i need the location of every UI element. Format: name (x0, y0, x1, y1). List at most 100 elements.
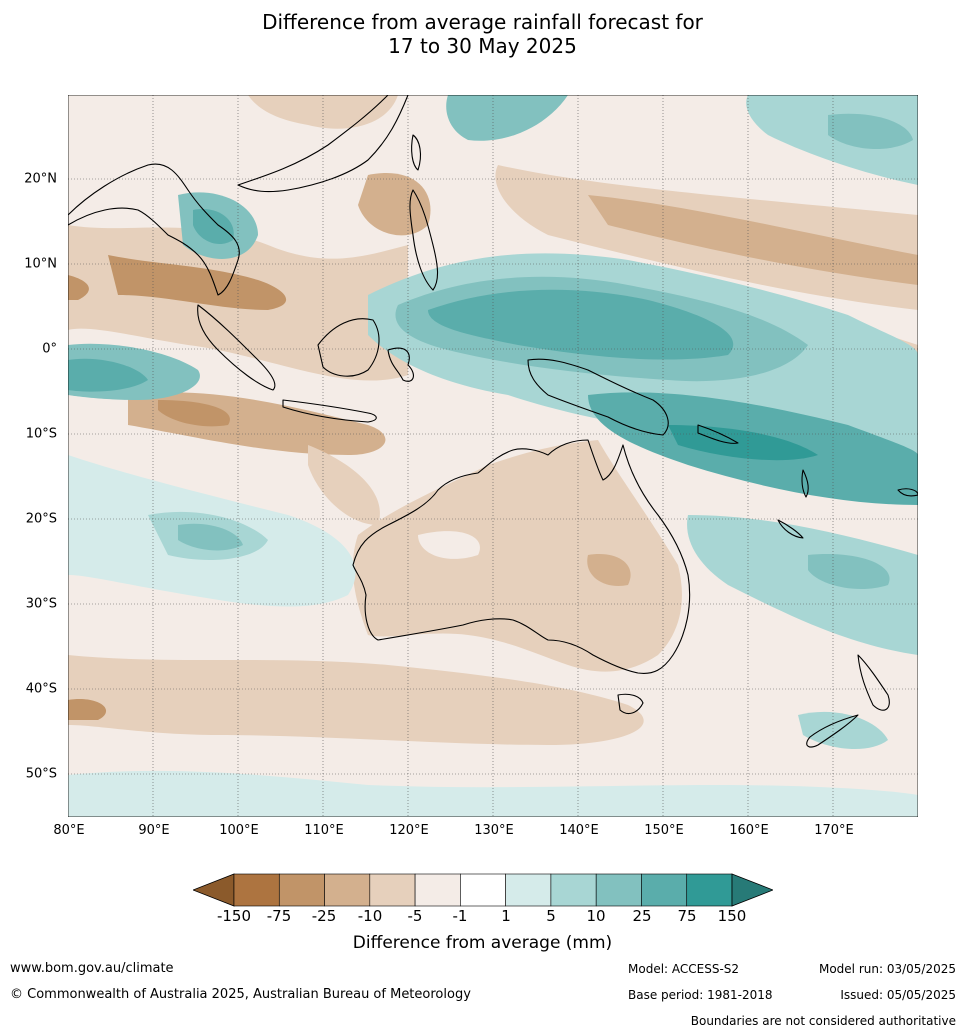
lon-label-100e: 100°E (219, 823, 259, 838)
graticule (68, 95, 918, 817)
dry-region-india-edge (68, 275, 89, 300)
wet-region-northwest-pacific-core (828, 113, 913, 150)
colorbar-tick: -25 (311, 907, 337, 925)
dry-region-south-indian-core (158, 400, 230, 427)
coastline-philippines (409, 189, 439, 291)
coastline-fiji (897, 488, 918, 497)
colorbar (193, 873, 773, 907)
colorbar-tick: 5 (546, 907, 556, 925)
coastline-tasmania (617, 693, 644, 715)
coastlines (68, 95, 918, 748)
lon-label-140e: 140°E (559, 823, 599, 838)
colorbar-cell (460, 873, 506, 907)
model-run-date: Model run: 03/05/2025 (818, 962, 956, 976)
lat-label-10s: 10°S (25, 426, 57, 442)
lon-label-90e: 90°E (138, 823, 170, 838)
colorbar-cell (414, 873, 461, 907)
colorbar-cells (193, 873, 773, 907)
title-line-2: 17 to 30 May 2025 (388, 34, 577, 58)
rainfall-map (68, 95, 918, 817)
wet-region-south-indian-core (178, 523, 243, 551)
wet-region-new-zealand (798, 711, 888, 750)
dry-region-south-china-sea (358, 173, 431, 236)
dry-region-china (248, 95, 398, 129)
colorbar-arrow-high (731, 873, 773, 907)
coastline-sulawesi (387, 347, 414, 382)
colorbar-arrow-low (193, 873, 235, 907)
wet-region-far-south (68, 770, 918, 817)
title-line-1: Difference from average rainfall forecas… (262, 10, 703, 34)
colorbar-cell (686, 873, 733, 907)
lat-label-20n: 20°N (24, 171, 57, 187)
map-svg (68, 95, 918, 817)
colorbar-tick: -75 (266, 907, 292, 925)
lon-label-160e: 160°E (729, 823, 769, 838)
lat-label-10n: 10°N (24, 256, 57, 272)
colorbar-cell (278, 873, 325, 907)
dry-region-australia-east (587, 554, 631, 586)
coastline-sumatra (197, 304, 276, 391)
colorbar-tick: -1 (452, 907, 468, 925)
lat-label-0: 0° (42, 341, 57, 357)
lat-label-50s: 50°S (25, 766, 57, 782)
copyright-text: © Commonwealth of Australia 2025, Austra… (10, 987, 471, 1002)
lon-label-110e: 110°E (304, 823, 344, 838)
colorbar-cell (324, 873, 371, 907)
coastline-china-coast (237, 95, 409, 193)
wet-region-tasman-core (808, 554, 890, 590)
dry-region-north-pacific-core (588, 195, 918, 285)
coastline-java (282, 399, 377, 423)
lon-label-80e: 80°E (53, 823, 85, 838)
colorbar-tick: 75 (677, 907, 697, 925)
model-name: Model: ACCESS-S2 (628, 962, 740, 976)
colorbar-tick: -10 (357, 907, 383, 925)
wet-region-eastern-indian-core (68, 358, 148, 392)
lon-label-130e: 130°E (474, 823, 514, 838)
wet-region-equatorial-core (428, 289, 734, 360)
coastline-new-zealand-south (806, 714, 859, 748)
colorbar-tick: 1 (501, 907, 511, 925)
dry-region-southern-ocean-core (68, 699, 107, 720)
coastline-australia (352, 439, 691, 674)
colorbar-cell (550, 873, 597, 907)
coastline-taiwan (411, 134, 422, 171)
boundaries-disclaimer: Boundaries are not considered authoritat… (690, 1014, 956, 1028)
colorbar-tick: -5 (407, 907, 423, 925)
dry-region-southern-ocean (68, 655, 644, 745)
coastline-new-caledonia (777, 519, 804, 539)
lat-label-40s: 40°S (25, 681, 57, 697)
colorbar-cell (369, 873, 416, 907)
website-link[interactable]: www.bom.gov.au/climate (10, 961, 174, 976)
wet-region-tasman (687, 515, 918, 655)
colorbar-tick: 150 (717, 907, 747, 925)
wet-region-coral-sea-core (668, 425, 818, 461)
colorbar-tick: 10 (586, 907, 606, 925)
lon-label-120e: 120°E (389, 823, 429, 838)
wet-region-indochina-core (193, 209, 234, 245)
lon-label-150e: 150°E (644, 823, 684, 838)
base-period: Base period: 1981-2018 (628, 988, 773, 1002)
colorbar-cell (505, 873, 552, 907)
colorbar-cell (233, 873, 280, 907)
map-title: Difference from average rainfall forecas… (0, 10, 965, 58)
dry-region-wa-offshore (308, 445, 380, 525)
dry-region-core-bengal (108, 255, 287, 310)
colorbar-tick: -150 (216, 907, 252, 925)
colorbar-cell (641, 873, 688, 907)
lon-label-170e: 170°E (814, 823, 854, 838)
colorbar-title: Difference from average (mm) (352, 933, 613, 953)
issued-date: Issued: 05/05/2025 (840, 988, 956, 1002)
coastline-vanuatu (801, 469, 809, 498)
lat-label-20s: 20°S (25, 511, 57, 527)
coastline-solomon-islands (697, 424, 739, 444)
coastline-new-zealand-north (857, 654, 890, 711)
coastline-mainland-asia (68, 163, 240, 296)
wet-region-east-china-sea (446, 95, 568, 141)
coastline-borneo (317, 318, 380, 377)
dry-region-australia (352, 440, 682, 672)
coastline-new-guinea (527, 358, 669, 436)
colorbar-tick: 25 (632, 907, 652, 925)
lat-label-30s: 30°S (25, 596, 57, 612)
neutral-region-australia-1 (418, 531, 480, 559)
colorbar-cell (595, 873, 642, 907)
